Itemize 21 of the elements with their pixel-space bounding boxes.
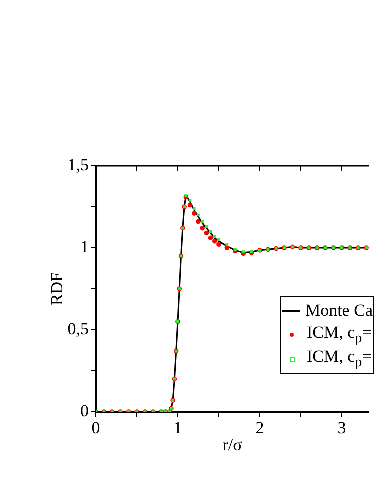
- x-tick-label: 2: [256, 418, 264, 438]
- point: [212, 239, 218, 244]
- point: [196, 219, 201, 224]
- y-tick-label: 0: [80, 401, 89, 420]
- x-tick-label: 3: [338, 418, 346, 438]
- x-axis-title: r/σ: [222, 435, 242, 454]
- point: [192, 211, 197, 216]
- legend-label: ICM, c$_{p}$=: [307, 346, 372, 372]
- point: [208, 236, 214, 241]
- point: [216, 242, 222, 248]
- legend-label: ICM, c$_{p}$=: [307, 322, 372, 348]
- point: [204, 230, 210, 236]
- legend-label: Monte Ca: [305, 301, 373, 321]
- y-axis-title: RDF: [48, 272, 67, 306]
- point: [224, 246, 230, 250]
- point: [188, 202, 193, 208]
- x-tick-label: 1: [174, 418, 182, 438]
- point: [200, 226, 205, 231]
- y-tick-label: 1,5: [68, 155, 89, 174]
- y-tick-label: 0,5: [68, 319, 89, 338]
- y-tick-label: 1: [80, 237, 89, 256]
